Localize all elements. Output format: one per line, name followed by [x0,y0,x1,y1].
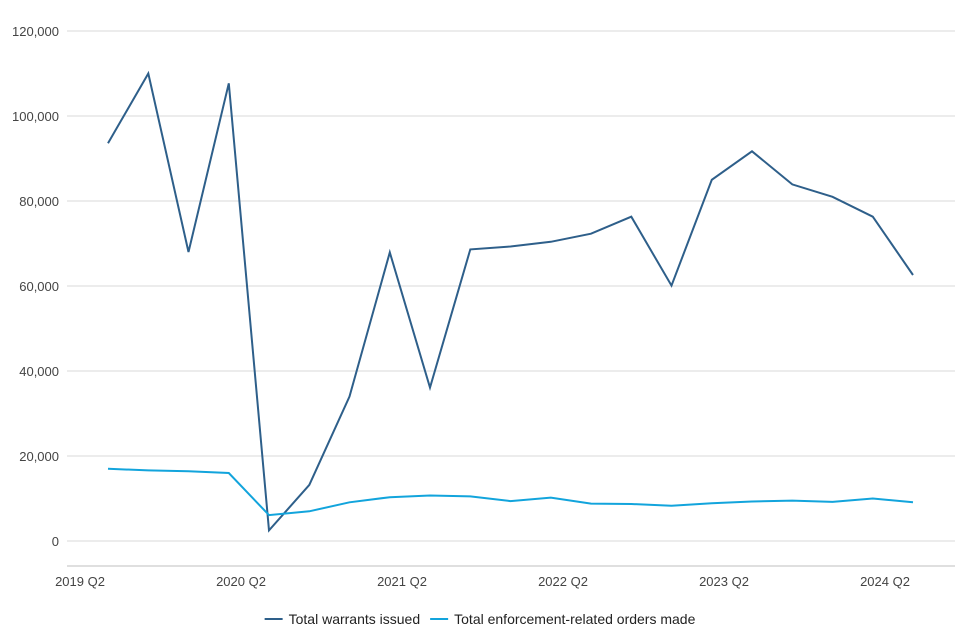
legend-label: Total warrants issued [289,611,421,627]
y-axis: 0 20,000 40,000 60,000 80,000 100,000 120,000 [12,24,59,549]
y-tick-label: 0 [52,534,59,549]
x-axis: 2019 Q2 2020 Q2 2021 Q2 2022 Q2 2023 Q2 2024 … [55,565,955,589]
y-tick-label: 20,000 [19,449,59,464]
series-line-1 [107,467,914,517]
legend: Total warrants issued Total enforcement-r… [264,611,696,627]
y-tick-label: 120,000 [12,24,59,39]
x-tick-label: 2021 Q2 [377,574,427,589]
x-tick-label: 2022 Q2 [538,574,588,589]
series-line-0 [107,70,914,533]
x-tick-label: 2024 Q2 [860,574,910,589]
x-tick-label: 2019 Q2 [55,574,105,589]
y-tick-label: 40,000 [19,364,59,379]
y-tick-label: 100,000 [12,109,59,124]
x-tick-label: 2020 Q2 [216,574,266,589]
y-tick-label: 80,000 [19,194,59,209]
y-tick-label: 60,000 [19,279,59,294]
x-tick-label: 2023 Q2 [699,574,749,589]
series-lines [107,70,914,533]
legend-label: Total enforcement-related orders made [454,611,695,627]
gridlines [67,30,955,542]
